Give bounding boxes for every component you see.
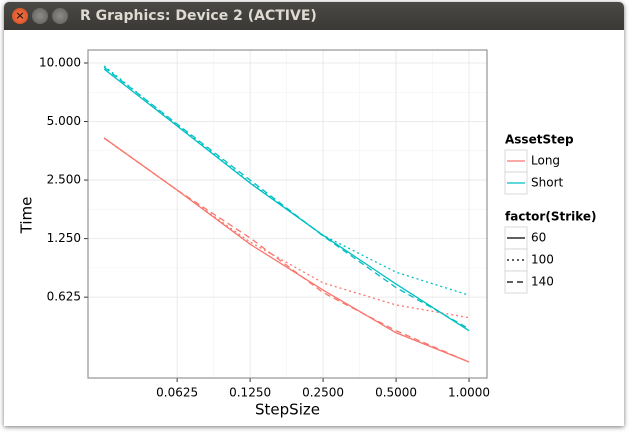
legend-title: AssetStep: [505, 133, 574, 147]
data-line: [103, 66, 470, 330]
y-tick-label: 10.000: [39, 55, 81, 69]
title-bar: × R Graphics: Device 2 (ACTIVE): [4, 2, 624, 30]
x-axis-label: StepSize: [255, 401, 320, 419]
x-tick-label: 0.2500: [302, 386, 344, 400]
y-tick-label: 0.625: [47, 290, 81, 304]
y-tick-label: 1.250: [47, 231, 81, 245]
window-title: R Graphics: Device 2 (ACTIVE): [80, 8, 317, 24]
chart: 0.625 1.250 2.500 5.000 10.000 0.0625 0.1250 0.…: [18, 49, 597, 419]
y-tick-label: 5.000: [47, 114, 81, 128]
legend-label: Long: [531, 154, 560, 168]
legend-title: factor(Strike): [505, 210, 597, 224]
close-button[interactable]: ×: [12, 8, 28, 24]
legend-label: Short: [531, 176, 563, 190]
maximize-button[interactable]: [52, 8, 68, 24]
data-line: [103, 137, 470, 319]
x-tick-label: 0.1250: [229, 386, 271, 400]
x-tick-label: 1.0000: [448, 386, 490, 400]
data-line: [103, 137, 470, 363]
data-line: [103, 65, 470, 296]
panel-border: [87, 49, 488, 379]
y-tick-label: 2.500: [47, 173, 81, 187]
x-tick-label: 0.5000: [375, 386, 417, 400]
window: × R Graphics: Device 2 (ACTIVE) 0.625 1.2…: [4, 2, 624, 426]
minimize-button[interactable]: [32, 8, 48, 24]
legend-key: [504, 270, 528, 294]
x-tick-label: 0.0625: [156, 386, 198, 400]
legend-label: 60: [531, 231, 546, 245]
legend-label: 140: [531, 275, 554, 289]
legend-label: 100: [531, 253, 554, 267]
y-axis-label: Time: [18, 197, 36, 235]
plot-panel: [88, 50, 487, 378]
